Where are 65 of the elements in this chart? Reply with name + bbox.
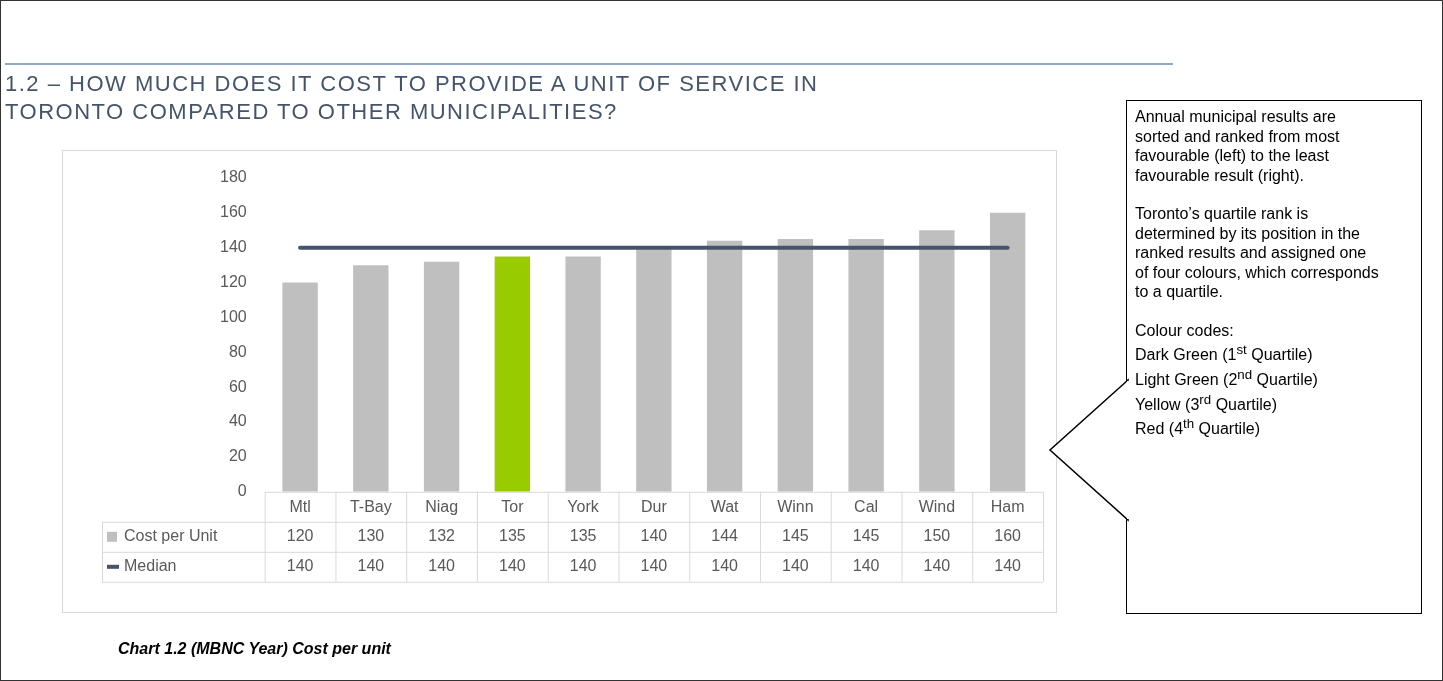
data-label: 150 xyxy=(923,527,951,545)
bar xyxy=(423,261,460,492)
y-tick-label: 180 xyxy=(219,168,247,186)
data-label: 140 xyxy=(852,557,880,575)
data-label: 140 xyxy=(640,527,668,545)
legend-label: Cost per Unit xyxy=(124,527,218,545)
y-tick-label: 160 xyxy=(219,203,247,221)
data-label: 140 xyxy=(640,557,668,575)
y-tick-label: 20 xyxy=(228,447,247,465)
y-tick-label: 120 xyxy=(219,273,247,291)
data-label: 145 xyxy=(852,527,880,545)
x-tick-label: Winn xyxy=(777,497,814,515)
text: Red (4$^{th}$ Quartile) xyxy=(1135,415,1261,440)
data-label: 120 xyxy=(286,527,314,545)
data-label: 144 xyxy=(711,527,739,545)
data-label: 135 xyxy=(498,527,526,545)
bar xyxy=(989,212,1026,492)
data-label: 135 xyxy=(569,527,597,545)
bar xyxy=(282,282,318,492)
y-tick-label: 60 xyxy=(228,377,247,395)
data-label: 140 xyxy=(711,557,739,575)
y-tick-label: 80 xyxy=(228,342,247,360)
bar xyxy=(848,239,884,492)
data-label: 140 xyxy=(286,557,314,575)
data-label: 140 xyxy=(923,557,951,575)
text: Colour codes: xyxy=(1135,320,1235,340)
text: Annual municipal results are sorted and ranked from most favourable (left) to the least favourable result (right). xyxy=(1135,107,1341,185)
text: Toronto’s quartile rank is determined by its position in the ranked results and assigned one of four colours, which corresponds to a quartile. xyxy=(1135,204,1380,302)
bar xyxy=(494,256,531,492)
bar xyxy=(353,265,389,492)
y-tick-label: 140 xyxy=(219,238,247,256)
data-label: 140 xyxy=(782,557,809,575)
x-tick-label: York xyxy=(567,497,600,515)
bar xyxy=(777,239,814,492)
data-label: 130 xyxy=(357,527,385,545)
bar xyxy=(919,230,955,492)
text: Light Green (2$^{nd}$ Quartile) xyxy=(1135,365,1319,390)
y-tick-label: 40 xyxy=(228,412,247,430)
data-label: 140 xyxy=(994,557,1022,575)
legend-label: Median xyxy=(124,557,177,575)
bar xyxy=(706,240,743,492)
data-label: 140 xyxy=(428,557,456,575)
x-tick-label: Cal xyxy=(854,497,879,515)
chart-title: 1.2 – HOW MUCH DOES IT COST TO PROVIDE A UNIT OF SERVICE IN TORONTO COMPARED TO OTHER MUNICIPALITIES? xyxy=(5,70,820,126)
bar xyxy=(636,247,672,492)
data-label: 145 xyxy=(782,527,809,545)
text: Yellow (3$^{rd}$ Quartile) xyxy=(1135,390,1278,415)
x-tick-label: Dur xyxy=(640,497,668,515)
x-tick-label: Niag xyxy=(425,497,459,515)
x-tick-label: Tor xyxy=(501,497,525,515)
bar xyxy=(565,256,601,492)
y-tick-label: 100 xyxy=(219,307,247,325)
data-label: 132 xyxy=(428,527,456,545)
x-tick-label: Wind xyxy=(918,497,956,515)
y-tick-label: 0 xyxy=(237,482,247,500)
x-tick-label: Mtl xyxy=(289,497,311,515)
data-label: 140 xyxy=(569,557,597,575)
x-tick-label: Ham xyxy=(990,497,1025,515)
caption: Chart 1.2 (MBNC Year) Cost per unit xyxy=(118,640,391,658)
data-label: 140 xyxy=(498,557,526,575)
data-label: 160 xyxy=(994,527,1022,545)
x-tick-label: Wat xyxy=(710,497,740,515)
data-label: 140 xyxy=(357,557,385,575)
x-tick-label: T-Bay xyxy=(349,497,392,515)
text: Dark Green (1$^{st}$ Quartile) xyxy=(1135,341,1314,365)
